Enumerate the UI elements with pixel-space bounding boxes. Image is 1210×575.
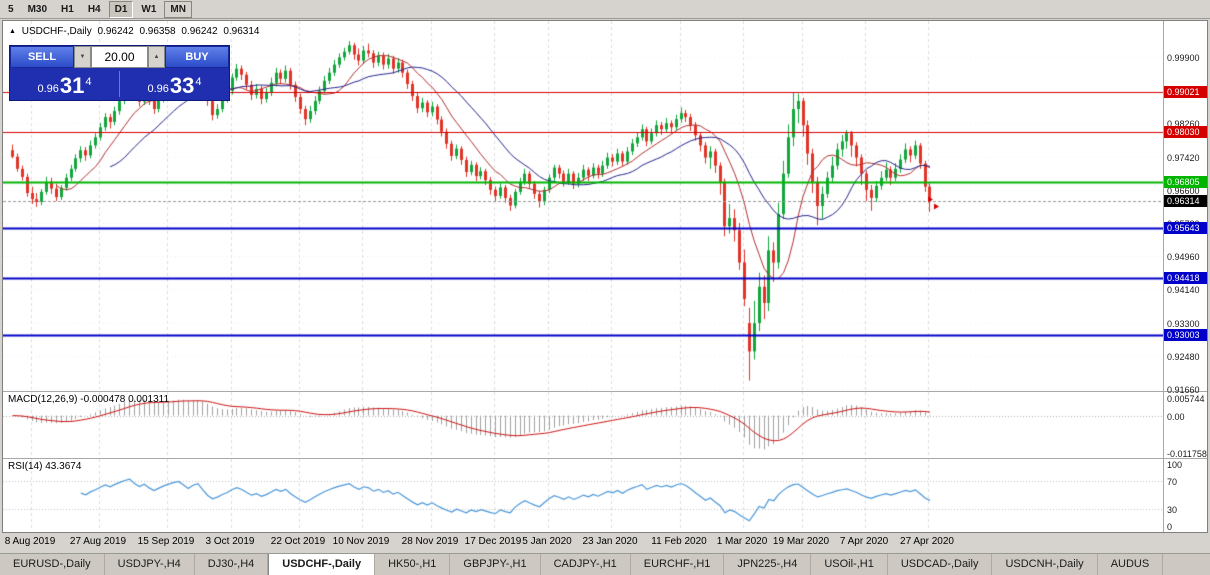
date-label: 3 Oct 2019 <box>205 536 255 547</box>
date-label: 19 Mar 2020 <box>772 536 830 547</box>
buy-price-big: 33 <box>169 73 195 98</box>
rsi-axis-label: 70 <box>1167 477 1178 487</box>
level-price-tag: 0.99021 <box>1164 86 1207 98</box>
chart-tab-usdjpy-h4[interactable]: USDJPY-,H4 <box>105 554 195 575</box>
timeframe-button-h4[interactable]: H4 <box>87 3 101 15</box>
chart-symbol-period: USDCHF-,Daily <box>21 26 92 37</box>
price-divider <box>119 71 120 97</box>
price-axis-label: 0.91660 <box>1167 385 1200 395</box>
rsi-axis-label: 100 <box>1167 460 1183 470</box>
price-axis-label: 0.96600 <box>1167 186 1200 196</box>
date-label: 11 Feb 2020 <box>651 536 707 547</box>
date-label: 5 Jan 2020 <box>522 536 572 547</box>
level-price-tag: 0.98030 <box>1164 126 1207 138</box>
bid-price-tag: 0.96314 <box>1164 195 1207 207</box>
buy-price-display[interactable]: 0.96 33 4 <box>120 68 229 100</box>
chart-tab-usoil-h1[interactable]: USOil-,H1 <box>811 554 888 575</box>
chart-tab-usdchf-daily[interactable]: USDCHF-,Daily <box>268 554 376 575</box>
one-click-trading-panel: SELL ▼ 20.00 ▲ BUY 0.96 31 4 0.96 33 4 <box>9 45 230 101</box>
timeframe-button-d1[interactable]: D1 <box>108 0 134 18</box>
date-label: 8 Aug 2019 <box>4 536 56 547</box>
timeframe-button-5[interactable]: 5 <box>8 3 14 15</box>
timeframe-toolbar: 5 M30 H1 H4 D1 W1 MN <box>0 0 1210 19</box>
price-axis-label: 0.98260 <box>1167 119 1200 129</box>
macd-panel-canvas[interactable] <box>3 392 1163 458</box>
price-axis-label: 0.93300 <box>1167 319 1200 329</box>
date-label: 15 Sep 2019 <box>137 536 195 547</box>
chart-ohlc-header: ▲ USDCHF-,Daily 0.96242 0.96358 0.96242 … <box>9 26 262 37</box>
date-label: 7 Apr 2020 <box>839 536 889 547</box>
chart-tab-usdcad-daily[interactable]: USDCAD-,Daily <box>888 554 993 575</box>
macd-label: MACD(12,26,9) -0.000478 0.001311 <box>8 394 170 405</box>
macd-axis-label: 0.005744 <box>1167 394 1205 404</box>
sell-button[interactable]: SELL <box>10 46 74 68</box>
level-price-tag: 0.96805 <box>1164 176 1207 188</box>
rsi-panel-separator[interactable] <box>3 458 1207 459</box>
chart-tab-gbpjpy-h1[interactable]: GBPJPY-,H1 <box>450 554 541 575</box>
price-axis-border <box>1163 21 1164 532</box>
ohlc-low: 0.96242 <box>181 26 218 37</box>
macd-axis-label: 0.00 <box>1167 412 1185 422</box>
chart-tab-eurusd-daily[interactable]: EURUSD-,Daily <box>0 554 105 575</box>
ohlc-high: 0.96358 <box>139 26 176 37</box>
chart-tab-hk50-h1[interactable]: HK50-,H1 <box>375 554 451 575</box>
date-label: 22 Oct 2019 <box>270 536 326 547</box>
sell-price-prefix: 0.96 <box>37 83 59 95</box>
timeframe-button-m30[interactable]: M30 <box>27 3 48 15</box>
rsi-axis-label: 0 <box>1167 522 1173 532</box>
volume-decrease-button[interactable]: ▼ <box>74 46 91 68</box>
date-axis[interactable]: 8 Aug 2019 27 Aug 2019 15 Sep 2019 3 Oct 20… <box>2 533 1206 552</box>
timeframe-button-h1[interactable]: H1 <box>61 3 74 15</box>
price-axis-label: 0.97420 <box>1167 153 1200 163</box>
chart-tab-jpn225-h4[interactable]: JPN225-,H4 <box>724 554 812 575</box>
volume-input[interactable]: 20.00 <box>91 46 148 68</box>
ohlc-open: 0.96242 <box>97 26 134 37</box>
chart-tab-audus[interactable]: AUDUS <box>1098 554 1164 575</box>
chart-window: 0.999000.982600.974200.966000.957800.949… <box>2 20 1208 533</box>
chart-tab-dj30-h4[interactable]: DJ30-,H4 <box>195 554 269 575</box>
price-axis-label: 0.92480 <box>1167 352 1200 362</box>
buy-button[interactable]: BUY <box>165 46 229 68</box>
date-label: 1 Mar 2020 <box>716 536 768 547</box>
date-label: 10 Nov 2019 <box>332 536 390 547</box>
macd-axis-label: -0.011758 <box>1167 449 1207 459</box>
chart-tab-cadjpy-h1[interactable]: CADJPY-,H1 <box>541 554 631 575</box>
timeframe-button-mn[interactable]: MN <box>164 0 192 18</box>
timeframe-button-w1[interactable]: W1 <box>141 3 157 15</box>
chart-tabs-bar: EURUSD-,Daily USDJPY-,H4 DJ30-,H4 USDCHF-,D… <box>0 553 1210 575</box>
price-axis-label: 0.94140 <box>1167 285 1200 295</box>
level-price-tag: 0.94418 <box>1164 272 1207 284</box>
level-price-tag: 0.93003 <box>1164 329 1207 341</box>
sell-price-display[interactable]: 0.96 31 4 <box>10 68 119 100</box>
volume-increase-button[interactable]: ▲ <box>148 46 165 68</box>
sell-price-sup: 4 <box>85 76 92 88</box>
price-axis-label: 0.94960 <box>1167 252 1200 262</box>
level-price-tag: 0.95643 <box>1164 222 1207 234</box>
date-label: 28 Nov 2019 <box>401 536 459 547</box>
date-label: 23 Jan 2020 <box>582 536 638 547</box>
chart-tab-eurchf-h1[interactable]: EURCHF-,H1 <box>631 554 725 575</box>
buy-price-prefix: 0.96 <box>147 83 169 95</box>
date-label: 27 Aug 2019 <box>69 536 127 547</box>
chart-marker-icon: ▲ <box>9 28 16 35</box>
macd-panel-separator[interactable] <box>3 391 1207 392</box>
rsi-axis-label: 30 <box>1167 505 1178 515</box>
sell-price-big: 31 <box>59 73 85 98</box>
buy-price-sup: 4 <box>195 76 202 88</box>
date-label: 17 Dec 2019 <box>464 536 522 547</box>
date-label: 27 Apr 2020 <box>900 536 954 547</box>
ohlc-close: 0.96314 <box>223 26 260 37</box>
price-axis-label: 0.99900 <box>1167 53 1200 63</box>
chart-tab-usdcnh-daily[interactable]: USDCNH-,Daily <box>992 554 1098 575</box>
rsi-label: RSI(14) 43.3674 <box>8 461 82 472</box>
rsi-panel-canvas[interactable] <box>3 459 1163 531</box>
